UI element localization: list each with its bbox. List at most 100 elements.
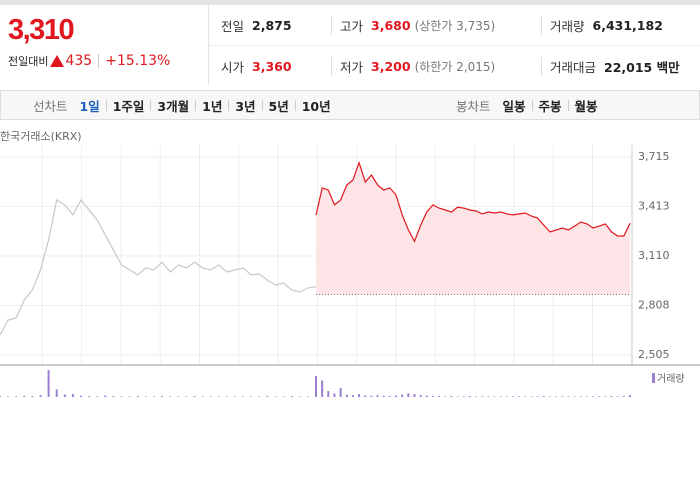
stat-label: 저가 [340, 59, 364, 75]
volume-bar [431, 396, 434, 397]
volume-bar [71, 394, 74, 397]
volume-bar [258, 396, 261, 397]
legend-label: 거래량 [657, 373, 685, 385]
top-bar [0, 0, 700, 5]
volume-bar [622, 396, 625, 397]
volume-bar [567, 396, 570, 397]
volume-bar [629, 395, 631, 397]
separator [150, 99, 152, 111]
volume-bar [217, 396, 220, 397]
tab[interactable]: 5년 [268, 98, 289, 114]
tab[interactable]: 주봉 [538, 98, 562, 114]
volume-bar [536, 396, 539, 397]
tab[interactable]: 1주일 [112, 98, 145, 114]
volume-bar [152, 396, 155, 397]
change-amount: 435 [65, 53, 93, 69]
volume-bar [524, 396, 527, 397]
legend-swatch [652, 373, 655, 383]
y-tick-label: 3,413 [638, 199, 670, 212]
change-box: 전일대비 435 +15.13% [8, 53, 170, 69]
volume-bar [481, 396, 484, 397]
volume-bar [462, 396, 465, 397]
volume-bar [266, 396, 269, 397]
line [0, 198, 317, 336]
volume-bar [209, 396, 212, 397]
volume-bar [136, 396, 139, 397]
volume-bar [63, 394, 66, 397]
stat-value: 22,015 백만 [604, 59, 680, 75]
stat: 저가 3,200 (하한가 2,015) [331, 56, 496, 76]
change-rate: +15.13% [105, 53, 171, 69]
separator [195, 99, 197, 111]
volume-bar [401, 394, 404, 397]
volume-bar [548, 396, 551, 397]
tab[interactable]: 10년 [301, 98, 331, 114]
volume-bar [250, 396, 253, 397]
tab[interactable]: 1일 [79, 98, 100, 114]
volume-bar [456, 396, 459, 397]
tab[interactable]: 월봉 [574, 98, 598, 114]
volume-bar [610, 396, 613, 397]
volume-bar [444, 396, 447, 397]
volume-bar [225, 396, 228, 397]
stats-row: 시가 3,360 저가 3,200 (하한가 2,015) 거래대금 22,015 백만 [209, 45, 700, 86]
volume-bar [282, 396, 285, 397]
volume-bar [487, 396, 490, 397]
separator [98, 54, 100, 68]
volume-bar [419, 395, 422, 397]
volume-bar [579, 396, 582, 397]
stat-label: 시가 [221, 59, 245, 75]
stat-note: (상한가 3,735) [414, 18, 496, 33]
stats-row: 전일 2,875 고가 3,680 (상한가 3,735) 거래량 6,431,182 [209, 5, 700, 45]
change-label: 전일대비 [8, 55, 49, 68]
volume-bar [104, 395, 107, 397]
volume-bar [201, 396, 204, 397]
volume-bar [370, 395, 373, 397]
stat: 거래대금 22,015 백만 [541, 56, 680, 76]
tab[interactable]: 3개월 [157, 98, 190, 114]
stat-note: (하한가 2,015) [414, 59, 496, 74]
volume-bar [561, 396, 564, 397]
volume-bar [598, 396, 601, 397]
volume-bar [345, 394, 348, 397]
volume-bar [177, 396, 180, 397]
stat-label: 거래량 [550, 18, 585, 34]
separator [228, 99, 230, 111]
stat-label: 전일 [221, 18, 245, 34]
volume-bar [468, 396, 471, 397]
current-price: 3,310 [8, 14, 75, 46]
y-tick-label: 3,110 [638, 249, 670, 262]
volume-bar [555, 396, 558, 397]
separator [567, 99, 569, 111]
line [315, 160, 631, 243]
chart: 한국거래소(KRX) 3,715 3,413 3,110 2,808 2,505 거래량 [0, 130, 700, 397]
volume-bar [144, 396, 147, 397]
volume-bar [88, 396, 91, 397]
stat-label: 거래대금 [550, 59, 597, 75]
stat-value: 6,431,182 [592, 17, 663, 33]
stat: 고가 3,680 (상한가 3,735) [331, 15, 496, 35]
volume-bar [592, 396, 595, 397]
volume-bar [518, 396, 521, 397]
tab[interactable]: 일봉 [502, 98, 526, 114]
volume-bar [512, 396, 515, 397]
volume-bar [55, 389, 58, 397]
volume-bar [15, 396, 18, 397]
volume-bar [407, 393, 410, 397]
y-tick-label: 3,715 [638, 150, 670, 163]
volume-bar [493, 396, 496, 397]
tab[interactable]: 1년 [202, 98, 223, 114]
tab-group-label: 봉차트 [456, 98, 491, 114]
volume-bar [327, 391, 330, 397]
volume-bar [185, 396, 188, 397]
volume-bar [80, 395, 83, 397]
volume-bar [321, 380, 324, 397]
y-tick-label: 2,505 [638, 348, 670, 361]
tab[interactable]: 3년 [235, 98, 256, 114]
separator [294, 99, 296, 111]
stat-value: 2,875 [252, 17, 292, 33]
volume-bar [358, 394, 361, 397]
volume-bar [274, 396, 277, 397]
y-tick-label: 2,808 [638, 298, 670, 311]
